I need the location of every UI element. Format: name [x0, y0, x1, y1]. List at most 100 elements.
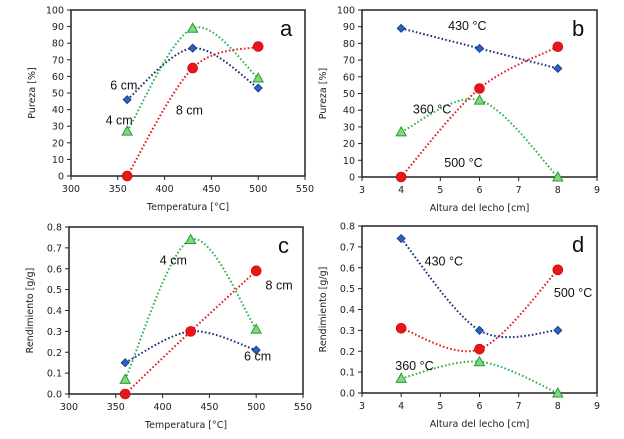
- x-axis-label: Altura del lecho [cm]: [430, 203, 530, 214]
- data-point: [185, 326, 196, 337]
- y-axis-label: Pureza [%]: [318, 68, 329, 119]
- data-point: [252, 72, 265, 83]
- series-430-c: [396, 23, 563, 74]
- y-tick-label: 0.3: [47, 327, 62, 338]
- data-point: [473, 355, 486, 367]
- y-tick-label: 10: [52, 155, 64, 166]
- x-tick-label: 300: [62, 184, 80, 195]
- data-point: [551, 170, 564, 182]
- data-point: [553, 325, 563, 335]
- data-point: [250, 265, 262, 277]
- y-tick-label: 30: [343, 122, 355, 133]
- y-tick-label: 0: [349, 173, 355, 184]
- y-tick-label: 60: [343, 72, 355, 83]
- panel-letter: b: [572, 16, 584, 41]
- x-tick-label: 4: [398, 401, 404, 412]
- data-point: [187, 62, 198, 74]
- x-tick-label: 350: [107, 402, 125, 413]
- series-annotation: 6 cm: [244, 350, 271, 364]
- x-axis-label: Temperatura [°C]: [144, 420, 227, 431]
- plot-frame: [70, 9, 306, 177]
- y-tick-label: 0.4: [340, 305, 355, 316]
- series-line: [400, 98, 559, 178]
- series-annotation: 500 °C: [554, 286, 592, 300]
- data-point: [119, 373, 132, 384]
- data-point: [551, 386, 564, 398]
- y-tick-label: 0.1: [340, 368, 355, 379]
- series-500-c: [395, 264, 564, 355]
- y-tick-label: 40: [52, 105, 64, 116]
- data-point: [186, 22, 199, 33]
- series-4-cm: [121, 22, 265, 136]
- x-tick-label: 4: [398, 185, 404, 196]
- x-tick-label: 500: [249, 184, 267, 195]
- y-axis-label: Pureza [%]: [27, 67, 38, 118]
- y-tick-label: 100: [46, 6, 64, 17]
- y-tick-label: 40: [343, 106, 355, 117]
- x-tick-label: 450: [200, 402, 218, 413]
- series-360-c: [395, 94, 564, 182]
- y-tick-label: 60: [52, 72, 64, 83]
- data-point: [120, 358, 130, 368]
- y-tick-label: 10: [343, 156, 355, 167]
- y-tick-label: 70: [343, 56, 355, 67]
- y-tick-label: 0.7: [340, 242, 355, 253]
- data-point: [253, 83, 263, 93]
- x-tick-label: 8: [555, 401, 561, 412]
- data-point: [474, 343, 485, 355]
- series-430-c: [396, 233, 563, 339]
- x-tick-label: 7: [516, 185, 522, 196]
- series-annotation: 6 cm: [110, 79, 137, 93]
- y-tick-label: 70: [52, 55, 64, 66]
- y-tick-label: 0.1: [47, 369, 62, 380]
- y-tick-label: 0: [58, 172, 64, 183]
- y-tick-label: 0.3: [340, 326, 355, 337]
- plot-frame: [68, 226, 304, 395]
- y-tick-label: 0.6: [340, 263, 355, 274]
- y-tick-label: 0.4: [47, 306, 62, 317]
- y-tick-label: 90: [52, 22, 64, 33]
- x-tick-label: 5: [437, 401, 443, 412]
- y-tick-label: 20: [343, 139, 355, 150]
- y-tick-label: 50: [343, 89, 355, 100]
- x-tick-label: 500: [247, 402, 265, 413]
- series-annotation: 4 cm: [106, 114, 133, 128]
- panel-b: 0 10 20 30 40 50 60 70 80 90 100 3 4 5 6 7 8 9 Altura del …: [318, 6, 600, 215]
- series-line: [124, 238, 258, 380]
- x-tick-label: 6: [476, 185, 482, 196]
- data-point: [250, 323, 263, 334]
- y-tick-label: 100: [337, 6, 355, 17]
- y-tick-label: 80: [343, 39, 355, 50]
- y-tick-label: 0.0: [47, 390, 62, 401]
- data-point: [251, 345, 261, 355]
- data-point: [188, 43, 198, 53]
- data-point: [553, 63, 563, 74]
- y-tick-label: 0.8: [47, 223, 62, 234]
- data-point: [474, 325, 485, 335]
- data-point: [396, 23, 406, 33]
- series-line: [400, 269, 559, 353]
- series-annotation: 4 cm: [160, 254, 187, 268]
- x-tick-label: 400: [156, 184, 174, 195]
- data-point: [474, 83, 485, 94]
- panel-c: 0.0 0.1 0.2 0.3 0.4 0.5 0.6 0.7 0.8 300 350 400 450 5…: [25, 223, 312, 432]
- y-tick-label: 0.2: [340, 347, 355, 358]
- y-tick-label: 0.5: [47, 285, 62, 296]
- data-point: [121, 125, 134, 136]
- series-annotation: 500 °C: [444, 156, 482, 170]
- series-annotation: 430 °C: [425, 255, 463, 269]
- panel-a: 0 10 20 30 40 50 60 70 80 90 100 300 350 400 450 500 550…: [27, 6, 314, 214]
- series-annotation: 360 °C: [413, 103, 451, 117]
- y-tick-label: 90: [343, 22, 355, 33]
- y-tick-label: 20: [52, 138, 64, 149]
- data-point: [552, 41, 564, 53]
- series-annotation: 430 °C: [448, 19, 486, 33]
- data-point: [395, 171, 407, 183]
- data-point: [474, 43, 485, 53]
- data-point: [396, 233, 406, 244]
- series-annotation: 360 °C: [395, 359, 433, 373]
- x-tick-label: 550: [294, 402, 312, 413]
- series-6-cm: [122, 43, 263, 105]
- data-point: [119, 388, 131, 400]
